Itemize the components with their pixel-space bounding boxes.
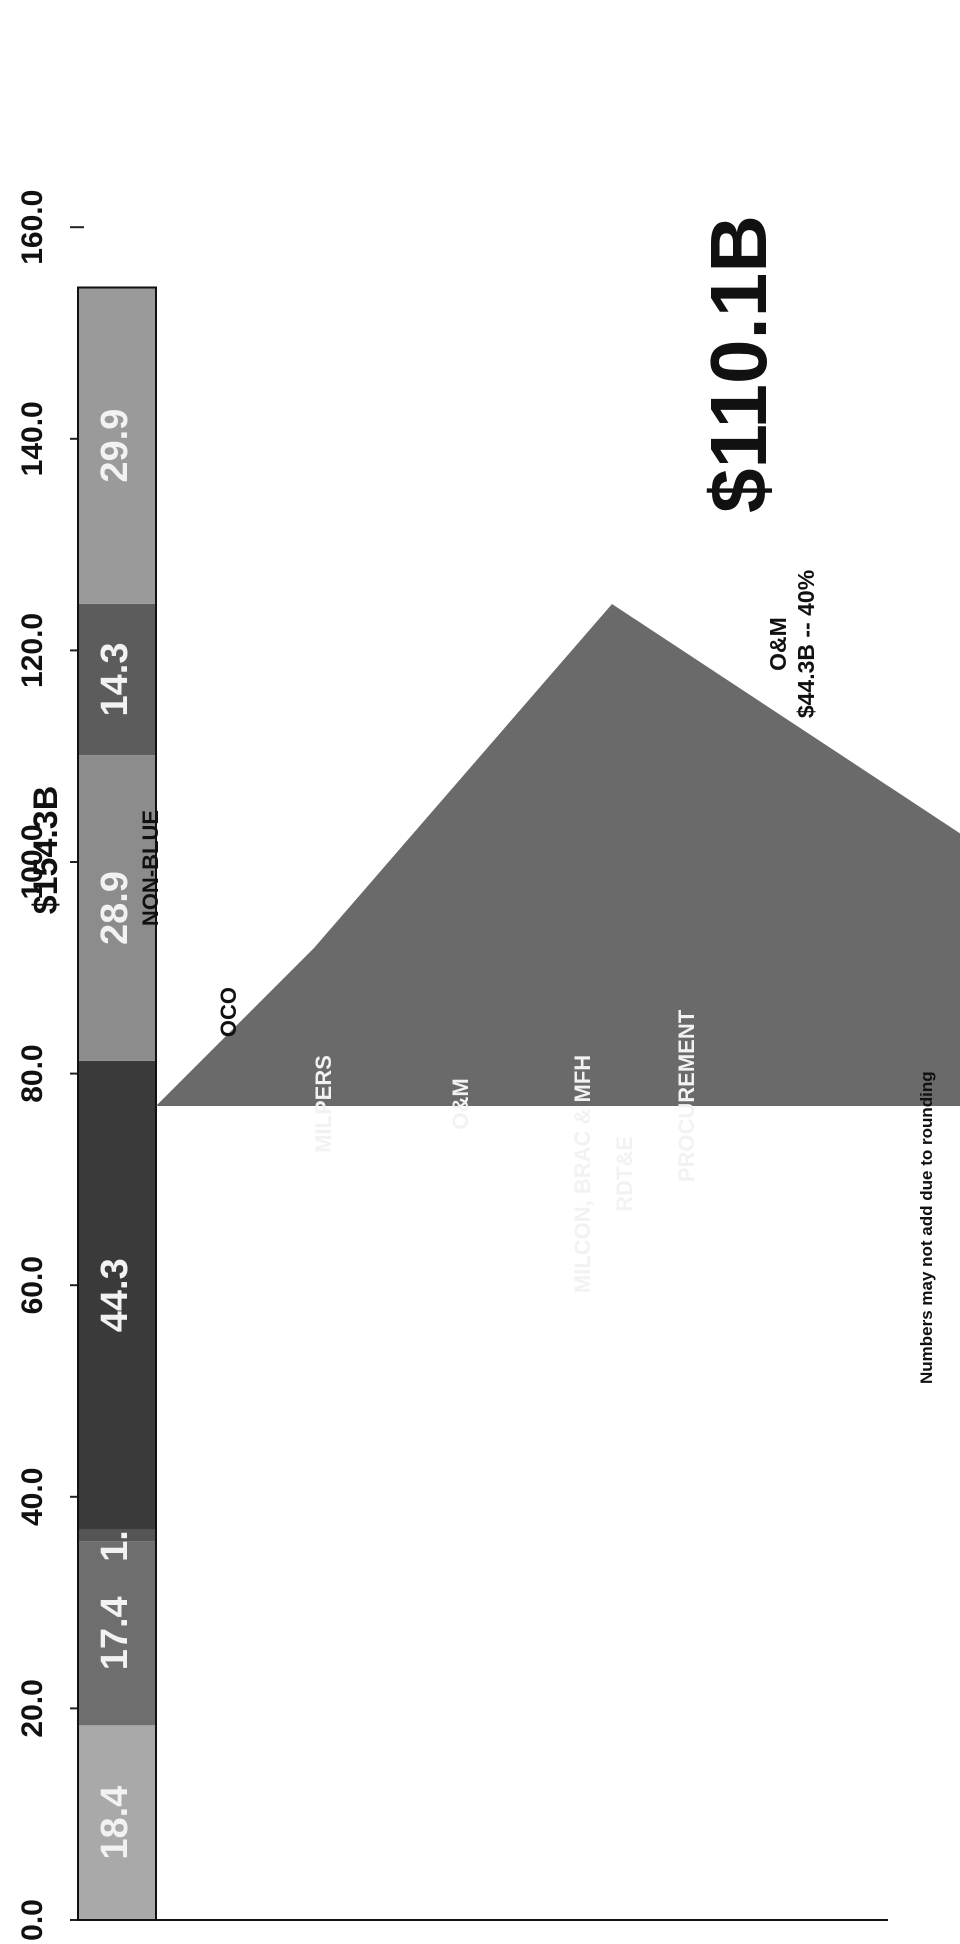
y-tick-label: 140.0 — [16, 401, 49, 476]
bar-value-label: 29.9 — [94, 409, 136, 483]
bar-outline — [77, 286, 157, 1921]
bar-segment — [78, 1725, 156, 1920]
bar-segment — [78, 287, 156, 604]
pie-slice-labels: MILPERS$28.9B -- 26%O&M$44.3B -- 40%MILC… — [765, 570, 819, 718]
rotated-chart-group: 0.020.040.060.080.0100.0120.0140.0160.0 … — [16, 190, 960, 1941]
y-tick-label: 80.0 — [16, 1044, 49, 1102]
bar-category-label: MILPERS — [311, 1055, 336, 1153]
bar-segment — [78, 603, 156, 756]
bar-category-label: RDT&E — [612, 1136, 637, 1212]
bar-total-label: $154.3B — [27, 786, 65, 915]
bar-value-label: 28.9 — [94, 871, 136, 945]
pie-total-label: $110.1B — [694, 215, 783, 513]
bar-category-label: NON-BLUE — [138, 810, 163, 926]
bar-segment — [78, 755, 156, 1061]
pie-slice-label: O&M — [765, 617, 791, 671]
rounding-note: Numbers may not add due to rounding — [917, 1071, 936, 1384]
bar-segment — [78, 1060, 156, 1530]
bar-segment — [78, 1529, 156, 1542]
bar-value-label: 18.4 — [94, 1786, 136, 1860]
bar-category-label: PROCUREMENT — [674, 1009, 699, 1182]
bar-category-label: O&M — [448, 1078, 473, 1129]
stacked-bar: 18.417.41.144.328.914.329.9 — [77, 286, 157, 1921]
bar-segment — [78, 1541, 156, 1726]
pie-slice-label: $44.3B -- 40% — [793, 570, 819, 718]
y-tick-label: 60.0 — [16, 1256, 49, 1314]
y-tick-label: 100.0 — [16, 824, 49, 899]
y-tick-label: 40.0 — [16, 1468, 49, 1526]
pentagon-callout — [156, 604, 960, 1106]
y-tick-label: 20.0 — [16, 1679, 49, 1737]
bar-value-label: 14.3 — [94, 643, 136, 717]
bar-category-label: OCO — [216, 987, 241, 1037]
bar-value-label: 44.3 — [94, 1258, 136, 1332]
bar-value-label: 17.4 — [94, 1596, 136, 1670]
bar-category-labels: NON-BLUE OCO MILPERS O&M MILCON, BRAC & MFH R… — [138, 810, 699, 1293]
y-axis: 0.0 20.0 40.0 60.0 80.0 100.0 120.0 140.0 160.0 — [16, 190, 888, 1941]
y-tick-label: 0.0 — [16, 1899, 49, 1941]
bar-category-label: MILCON, BRAC & MFH — [570, 1055, 595, 1293]
y-tick-label: 160.0 — [16, 190, 49, 265]
y-tick-label: 120.0 — [16, 613, 49, 688]
